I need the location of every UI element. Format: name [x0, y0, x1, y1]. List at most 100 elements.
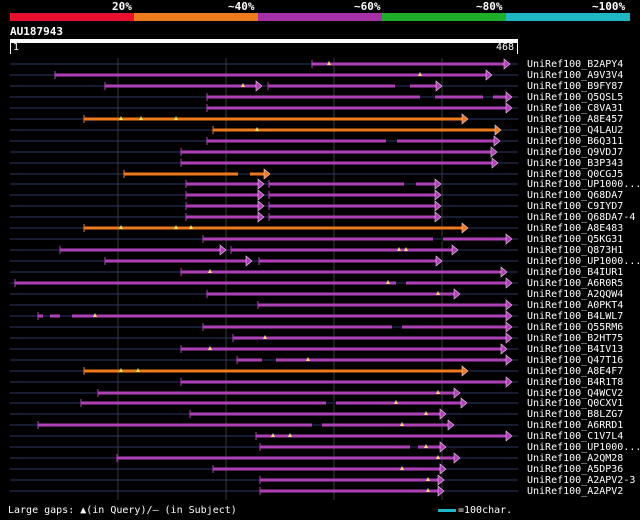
- query-gap-marker: [241, 83, 245, 87]
- hit-label: UniRef100_B2APY4: [527, 59, 623, 70]
- hit-segment: [258, 303, 506, 307]
- segment-arrow: [505, 354, 513, 366]
- hit-segment: [105, 259, 246, 263]
- hit-label: UniRef100_C8VA31: [527, 103, 623, 114]
- hit-label: UniRef100_Q0CXV1: [527, 398, 623, 409]
- segment-arrow: [505, 310, 513, 322]
- segment-arrow: [439, 408, 447, 420]
- hit-segment: [190, 412, 440, 416]
- segment-arrow: [263, 168, 271, 180]
- query-gap-marker: [263, 335, 267, 339]
- scale-label-40: ~40%: [228, 0, 255, 13]
- hit-segment: [15, 281, 506, 285]
- hit-segment: [186, 193, 258, 197]
- hit-segment: [260, 445, 440, 449]
- segment-arrow: [434, 211, 442, 223]
- scale-swatch: [438, 508, 456, 512]
- query-gap-marker: [119, 225, 123, 229]
- scale-label-20: 20%: [112, 0, 132, 13]
- hit-segment: [203, 237, 506, 241]
- hit-segment: [231, 248, 452, 252]
- query-gap-marker: [208, 346, 212, 350]
- segment-arrow: [500, 343, 508, 355]
- hit-label: UniRef100_B3P343: [527, 158, 623, 169]
- hit-segment: [98, 391, 454, 395]
- segment-arrow: [257, 178, 265, 190]
- hit-label: UniRef100_B4LWL7: [527, 311, 623, 322]
- hit-label: UniRef100_UP1000...: [527, 442, 640, 453]
- color-band-red: [10, 13, 134, 21]
- hit-label: UniRef100_Q55RM6: [527, 322, 623, 333]
- query-start-label: 1: [13, 42, 20, 53]
- query-gap-marker: [436, 390, 440, 394]
- query-gap-marker: [400, 466, 404, 470]
- segment-arrow: [245, 255, 253, 267]
- hit-segment: [260, 489, 438, 493]
- query-gap-marker: [400, 422, 404, 426]
- hit-segment: [186, 204, 258, 208]
- hit-label: UniRef100_B2HT75: [527, 333, 623, 344]
- hit-label: UniRef100_A0PKT4: [527, 300, 623, 311]
- hit-segment: [181, 270, 501, 274]
- segment-arrow: [435, 80, 443, 92]
- query-gap-marker: [424, 444, 428, 448]
- hit-label: UniRef100_A2QM28: [527, 453, 623, 464]
- segment-arrow: [503, 58, 511, 70]
- legend-scale: =100char.: [438, 505, 512, 516]
- hit-segment: [186, 182, 258, 186]
- segment-arrow: [453, 452, 461, 464]
- scale-label-100: ~100%: [592, 0, 626, 13]
- segment-arrow: [505, 102, 513, 114]
- hit-segment: [181, 150, 491, 154]
- hit-segment: [207, 95, 506, 99]
- segment-arrow: [505, 233, 513, 245]
- query-gap-marker: [327, 61, 331, 65]
- segment-arrow: [439, 463, 447, 475]
- hit-label: UniRef100_A5DP36: [527, 464, 623, 475]
- hit-label: UniRef100_UP1000...: [527, 256, 640, 267]
- segment-arrow: [505, 376, 513, 388]
- color-band-cyan: [506, 13, 630, 21]
- segment-arrow: [434, 178, 442, 190]
- hit-label: UniRef100_B8LZG7: [527, 409, 623, 420]
- query-gap-marker: [174, 116, 178, 120]
- query-gap-marker: [436, 455, 440, 459]
- hit-segment: [207, 139, 494, 143]
- segment-arrow: [505, 299, 513, 311]
- hit-label: UniRef100_UP1000...: [527, 179, 640, 190]
- hit-segment: [84, 226, 462, 230]
- hit-label: UniRef100_A9V3V4: [527, 70, 623, 81]
- query-gap-marker: [424, 411, 428, 415]
- segment-arrow: [505, 321, 513, 333]
- segment-arrow: [434, 200, 442, 212]
- segment-arrow: [257, 200, 265, 212]
- hit-segment: [84, 117, 462, 121]
- hit-segment: [269, 193, 435, 197]
- segment-arrow: [451, 244, 459, 256]
- query-ruler: [10, 43, 518, 54]
- hit-segment: [181, 161, 492, 165]
- query-gap-marker: [136, 368, 140, 372]
- segment-arrow: [434, 189, 442, 201]
- hit-segment: [269, 182, 435, 186]
- hit-segment: [269, 204, 435, 208]
- segment-arrow: [257, 189, 265, 201]
- hit-segment: [207, 106, 506, 110]
- hit-label: UniRef100_B4IV13: [527, 344, 623, 355]
- query-gap-marker: [404, 247, 408, 251]
- segment-arrow: [435, 255, 443, 267]
- segment-arrow: [485, 69, 493, 81]
- hit-label: UniRef100_Q68DA7-4: [527, 212, 635, 223]
- segment-arrow: [453, 387, 461, 399]
- hit-label: UniRef100_A2APV2-3: [527, 475, 635, 486]
- hit-segment: [269, 215, 435, 219]
- hit-segment: [256, 434, 506, 438]
- query-gap-marker: [139, 116, 143, 120]
- hit-segment: [60, 248, 220, 252]
- hit-label: UniRef100_Q68DA7: [527, 190, 623, 201]
- hit-segment: [259, 259, 436, 263]
- query-gap-marker: [426, 477, 430, 481]
- hit-label: UniRef100_A2APV2: [527, 486, 623, 497]
- query-gap-marker: [208, 269, 212, 273]
- hit-segment: [81, 401, 461, 405]
